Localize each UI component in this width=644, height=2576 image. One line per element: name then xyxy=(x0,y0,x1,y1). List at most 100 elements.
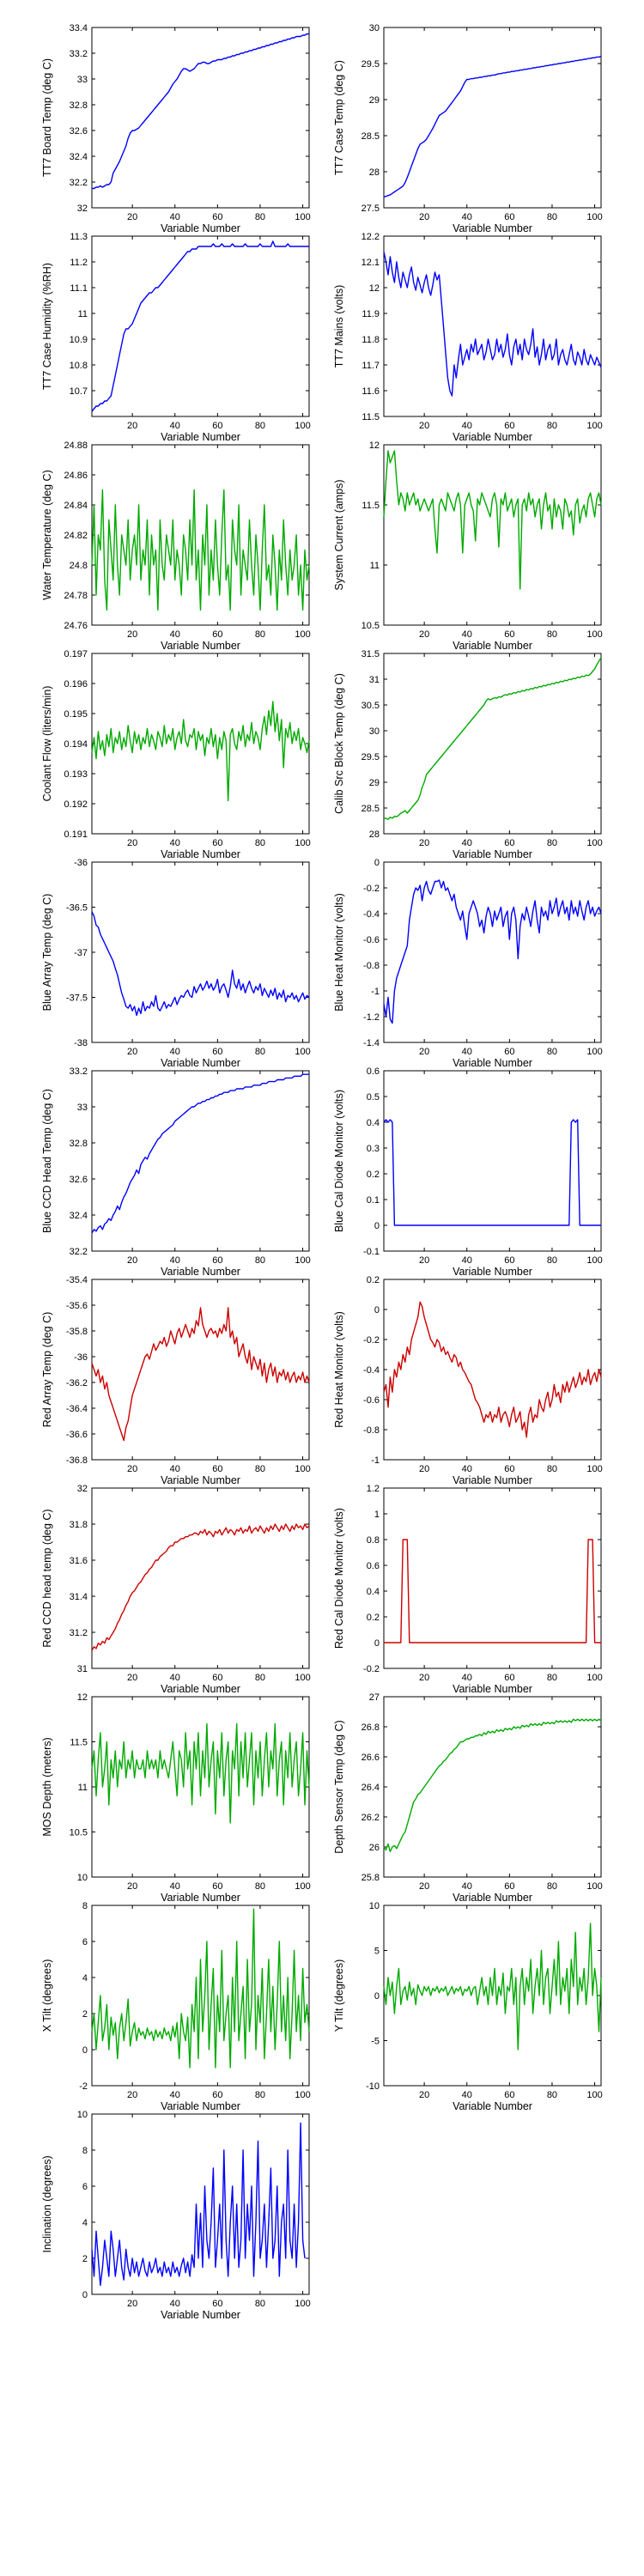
y-tick-label: 0.6 xyxy=(367,1066,380,1077)
plot-frame xyxy=(91,235,310,417)
subplot: 20 40 60 80 100 -0.1 0 0.1 0.2 0.3 0.4 0.5 0.6 Variab… xyxy=(333,1066,603,1278)
subplot: 20 40 60 80 100 10.7 10.8 10.9 11 11.1 11.2 11.3 Var… xyxy=(41,232,311,443)
x-tick-label: 40 xyxy=(170,1673,180,1683)
x-axis-label: Variable Number xyxy=(161,640,240,652)
y-tick-label: 26 xyxy=(369,1843,380,1853)
subplot: 20 40 60 80 100 0.191 0.192 0.193 0.194 0.195 0.19… xyxy=(41,649,311,860)
x-tick-label: 40 xyxy=(462,212,472,222)
x-tick-label: 60 xyxy=(504,421,514,431)
subplot: 20 40 60 80 100 11.5 11.6 11.7 11.8 11.9 12 12.1 12.… xyxy=(333,232,603,443)
y-tick-label: 28.5 xyxy=(361,131,380,142)
plot-frame xyxy=(383,1696,602,1878)
y-tick-label: 0.194 xyxy=(64,739,88,750)
series-line xyxy=(383,1718,602,1853)
x-tick-label: 80 xyxy=(255,1464,265,1474)
y-tick-label: -37.5 xyxy=(66,993,88,1004)
y-tick-label: 0 xyxy=(374,1305,380,1315)
x-tick-label: 80 xyxy=(255,838,265,848)
x-tick-label: 80 xyxy=(255,1255,265,1266)
y-tick-label: 10.5 xyxy=(361,621,380,631)
y-tick-label: -1.4 xyxy=(363,1038,380,1048)
x-tick-label: 100 xyxy=(586,212,602,222)
y-tick-label: 24.82 xyxy=(64,531,88,541)
x-tick-label: 100 xyxy=(295,212,310,222)
y-tick-label: 0.191 xyxy=(64,829,88,840)
x-tick-label: 20 xyxy=(419,1255,429,1266)
y-axis-label: Red Heat Monitor (volts) xyxy=(333,1311,345,1427)
plot-frame xyxy=(91,861,310,1043)
x-tick-label: 80 xyxy=(547,1047,557,1057)
x-tick-label: 100 xyxy=(295,421,310,431)
y-tick-label: 0 xyxy=(374,1991,380,2002)
series-line xyxy=(91,1908,310,2069)
y-tick-label: 12.2 xyxy=(361,232,380,242)
x-tick-label: 40 xyxy=(462,1047,472,1057)
x-tick-label: 40 xyxy=(170,212,180,222)
y-tick-label: -35.4 xyxy=(66,1275,88,1285)
x-tick-label: 40 xyxy=(462,1881,472,1892)
x-tick-label: 100 xyxy=(586,2090,602,2100)
y-tick-label: 11.5 xyxy=(361,501,380,511)
y-tick-label: 0.6 xyxy=(367,1561,380,1571)
x-tick-label: 80 xyxy=(255,1881,265,1892)
plot-frame xyxy=(383,861,602,1043)
y-tick-label: 11.5 xyxy=(70,1738,88,1748)
y-axis-label: Water Temperature (deg C) xyxy=(41,470,53,599)
x-tick-label: 100 xyxy=(586,1881,602,1892)
x-tick-label: 40 xyxy=(462,629,472,640)
subplot: 20 40 60 80 100 28 28.5 29 29.5 30 30.5 31 31.5 Varia… xyxy=(333,649,603,860)
x-tick-label: 20 xyxy=(127,1881,137,1892)
x-tick-label: 40 xyxy=(462,1464,472,1474)
y-tick-label: 8 xyxy=(82,1901,88,1911)
y-tick-label: 33.4 xyxy=(70,23,88,33)
x-tick-label: 80 xyxy=(547,1673,557,1683)
x-tick-label: 40 xyxy=(170,421,180,431)
y-tick-label: 0.196 xyxy=(64,679,88,690)
y-tick-label: 25.8 xyxy=(361,1873,380,1883)
subplot: 20 40 60 80 100 32.2 32.4 32.6 32.8 33 33.2 Variabl… xyxy=(41,1066,311,1278)
y-tick-label: -0.1 xyxy=(363,1247,380,1257)
y-tick-label: 32.8 xyxy=(70,100,88,111)
x-tick-label: 80 xyxy=(547,2090,557,2100)
x-tick-label: 80 xyxy=(255,1673,265,1683)
y-tick-label: 12 xyxy=(77,1692,88,1703)
x-tick-label: 80 xyxy=(547,629,557,640)
y-tick-label: 11 xyxy=(370,561,380,571)
x-tick-label: 60 xyxy=(212,1464,222,1474)
y-tick-label: 26.8 xyxy=(361,1722,380,1733)
y-tick-label: 1 xyxy=(374,1510,380,1520)
plot-frame xyxy=(383,1070,602,1252)
y-tick-label: -36.8 xyxy=(66,1455,88,1466)
y-tick-label: -35.8 xyxy=(66,1327,88,1337)
x-axis-label: Variable Number xyxy=(453,1892,532,1904)
x-axis-label: Variable Number xyxy=(453,848,532,860)
y-tick-label: 11.8 xyxy=(361,335,380,345)
x-tick-label: 60 xyxy=(212,1255,222,1266)
y-tick-label: 11 xyxy=(78,309,88,319)
x-axis-label: Variable Number xyxy=(161,1892,240,1904)
x-tick-label: 100 xyxy=(586,1464,602,1474)
x-tick-label: 20 xyxy=(419,2090,429,2100)
x-tick-label: 60 xyxy=(212,1673,222,1683)
x-tick-label: 40 xyxy=(170,838,180,848)
y-axis-label: System Current (amps) xyxy=(333,479,345,590)
plot-frame xyxy=(91,653,310,835)
x-tick-label: 40 xyxy=(170,1464,180,1474)
y-tick-label: -36.5 xyxy=(66,903,88,914)
x-tick-label: 80 xyxy=(547,212,557,222)
x-tick-label: 40 xyxy=(170,2299,180,2309)
y-tick-label: 11.6 xyxy=(361,386,380,397)
x-tick-label: 20 xyxy=(419,1673,429,1683)
y-tick-label: 31.6 xyxy=(70,1556,88,1566)
x-tick-label: 20 xyxy=(419,629,429,640)
x-tick-label: 60 xyxy=(504,838,514,848)
y-tick-label: 10 xyxy=(369,1901,380,1911)
y-tick-label: 10.7 xyxy=(70,386,88,397)
x-tick-label: 80 xyxy=(255,421,265,431)
plot-frame xyxy=(91,27,310,209)
subplot: 20 40 60 80 100 -38 -37.5 -37 -36.5 -36 Variable N… xyxy=(41,858,311,1069)
y-tick-label: -10 xyxy=(366,2081,380,2092)
y-tick-label: 1.2 xyxy=(367,1484,380,1494)
x-tick-label: 100 xyxy=(295,2299,310,2309)
y-tick-label: 32.4 xyxy=(70,1211,88,1221)
